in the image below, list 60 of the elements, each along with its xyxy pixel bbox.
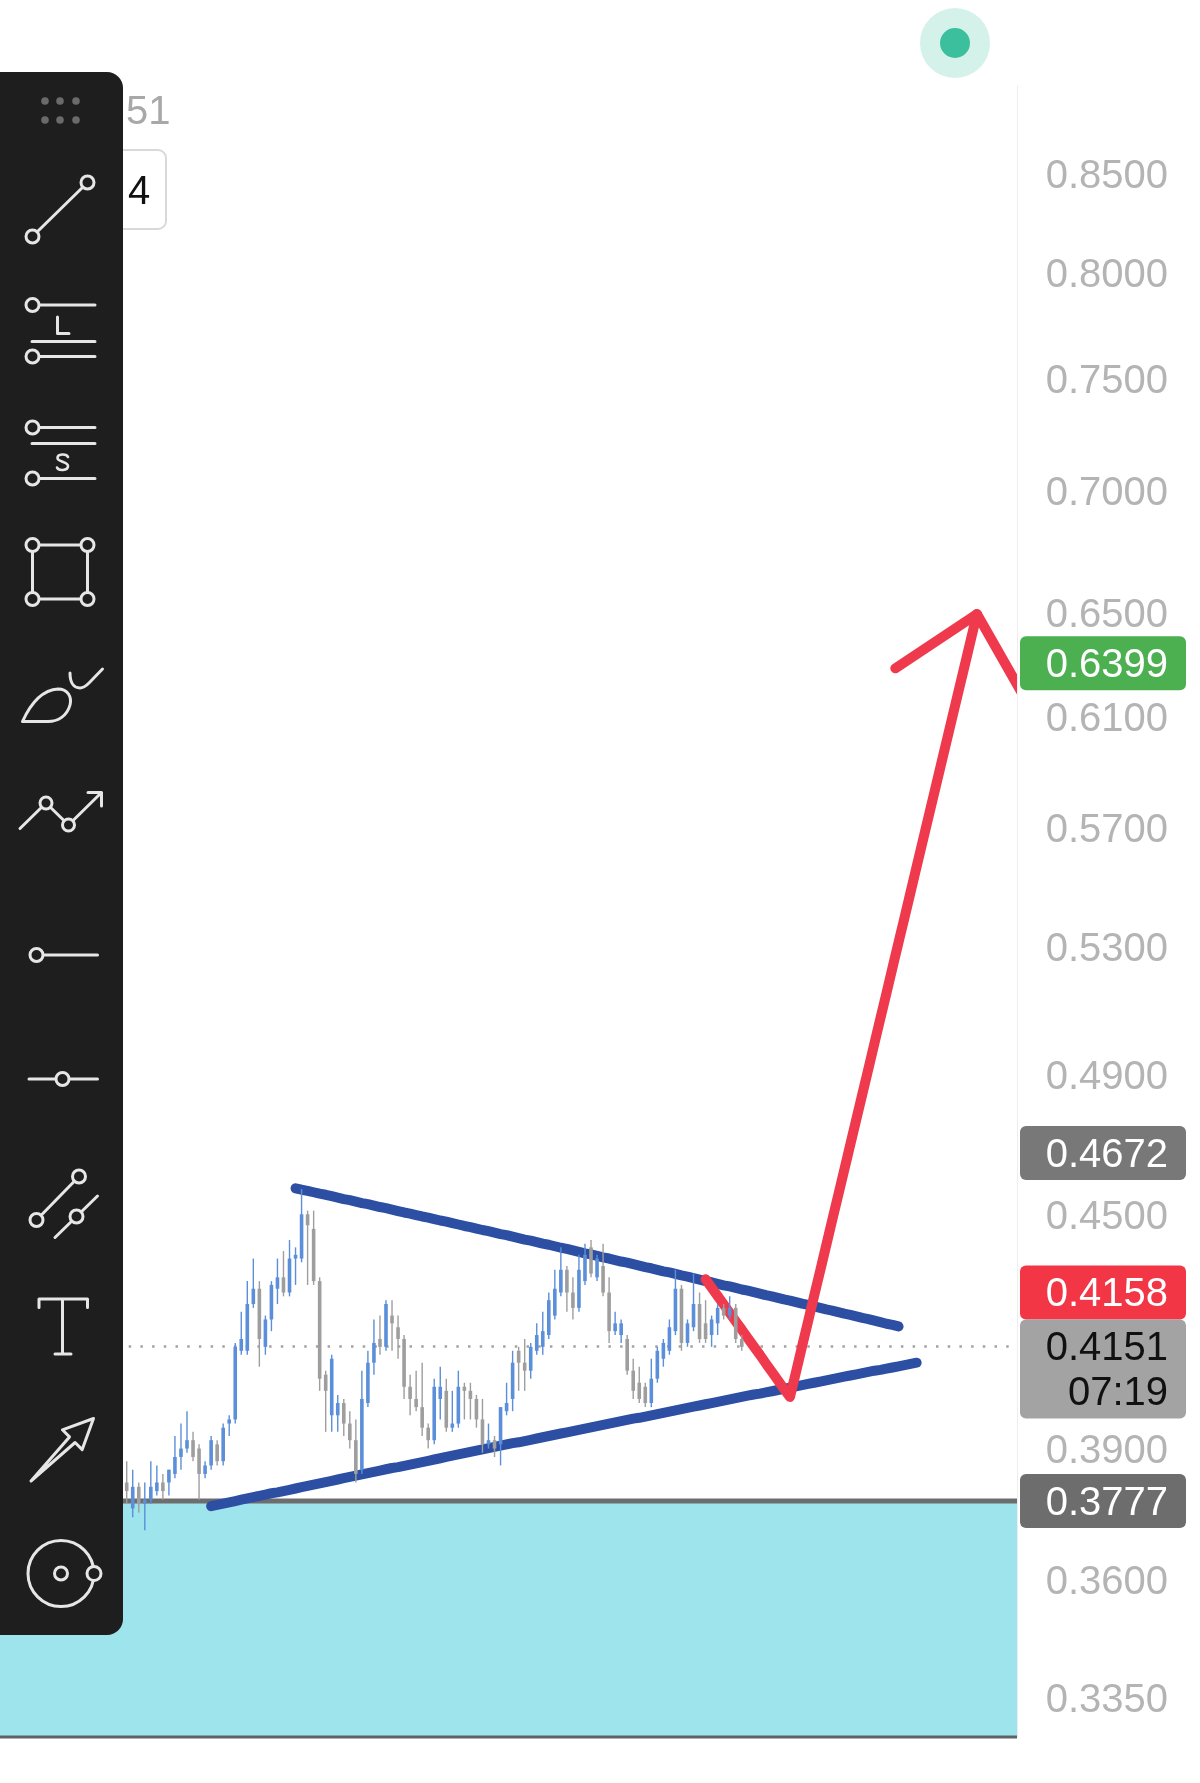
candlestick — [124, 1460, 129, 1505]
candlestick — [559, 1246, 563, 1298]
candlestick — [534, 1322, 539, 1356]
candlestick — [191, 1431, 195, 1462]
y-tick-label: 0.8000 — [1045, 250, 1168, 295]
candlestick — [637, 1365, 642, 1404]
y-tick-label: 0.8500 — [1045, 151, 1168, 196]
candlestick — [613, 1311, 617, 1336]
candlestick — [727, 1295, 732, 1321]
annotation: 4 — [128, 168, 151, 212]
candlestick — [631, 1358, 636, 1400]
y-tick-label: 0.4900 — [1045, 1053, 1168, 1098]
candlestick — [335, 1394, 340, 1433]
candlestick — [227, 1414, 232, 1437]
y-tick-label: 0.3600 — [1045, 1558, 1168, 1603]
text: 0.6399 — [1045, 641, 1168, 686]
candlestick — [136, 1481, 141, 1514]
candlestick — [408, 1374, 412, 1417]
candlestick — [348, 1410, 352, 1450]
candlestick — [185, 1410, 189, 1454]
y-tick-label: 0.7000 — [1045, 469, 1168, 514]
candlestick — [565, 1265, 569, 1313]
candlestick — [528, 1342, 533, 1380]
candlestick — [571, 1276, 575, 1321]
ref-line-label: 0.3777 — [1045, 1479, 1168, 1524]
candlestick — [438, 1365, 443, 1421]
y-tick-label: 0.5700 — [1045, 805, 1168, 850]
candlestick — [155, 1464, 159, 1497]
candlestick — [420, 1362, 424, 1437]
candlestick — [173, 1435, 177, 1479]
y-tick-label: 0.5300 — [1045, 924, 1168, 969]
candlestick — [293, 1246, 298, 1286]
y-tick-label: 0.4500 — [1045, 1192, 1168, 1237]
candlestick — [426, 1422, 430, 1450]
candlestick — [161, 1473, 165, 1501]
candlestick — [239, 1311, 244, 1356]
candlestick — [390, 1299, 394, 1352]
candlestick — [215, 1439, 219, 1467]
candlestick — [643, 1382, 648, 1408]
candlestick — [142, 1481, 147, 1532]
y-tick-label: 0.3350 — [1045, 1675, 1168, 1720]
candlestick — [492, 1435, 497, 1458]
annotation: 51 — [126, 88, 171, 132]
candlestick — [619, 1318, 623, 1344]
y-tick-label: 0.6100 — [1045, 694, 1168, 739]
candlestick — [167, 1468, 171, 1497]
candlestick — [595, 1254, 599, 1282]
candlestick — [414, 1369, 418, 1412]
y-tick-label: 0.7500 — [1045, 356, 1168, 401]
candlestick — [179, 1422, 183, 1471]
candlestick — [130, 1468, 135, 1518]
text: 0.4672 — [1045, 1130, 1168, 1175]
ref-line-label: 0.4151 07:19 — [1045, 1324, 1168, 1414]
y-tick-label: 0.6500 — [1045, 590, 1168, 635]
candlestick — [540, 1311, 545, 1356]
text: 0.4158 — [1045, 1270, 1168, 1315]
candlestick — [149, 1460, 153, 1505]
y-tick-label: 0.3900 — [1045, 1427, 1168, 1472]
candlestick — [372, 1318, 376, 1376]
candlestick — [341, 1398, 346, 1437]
